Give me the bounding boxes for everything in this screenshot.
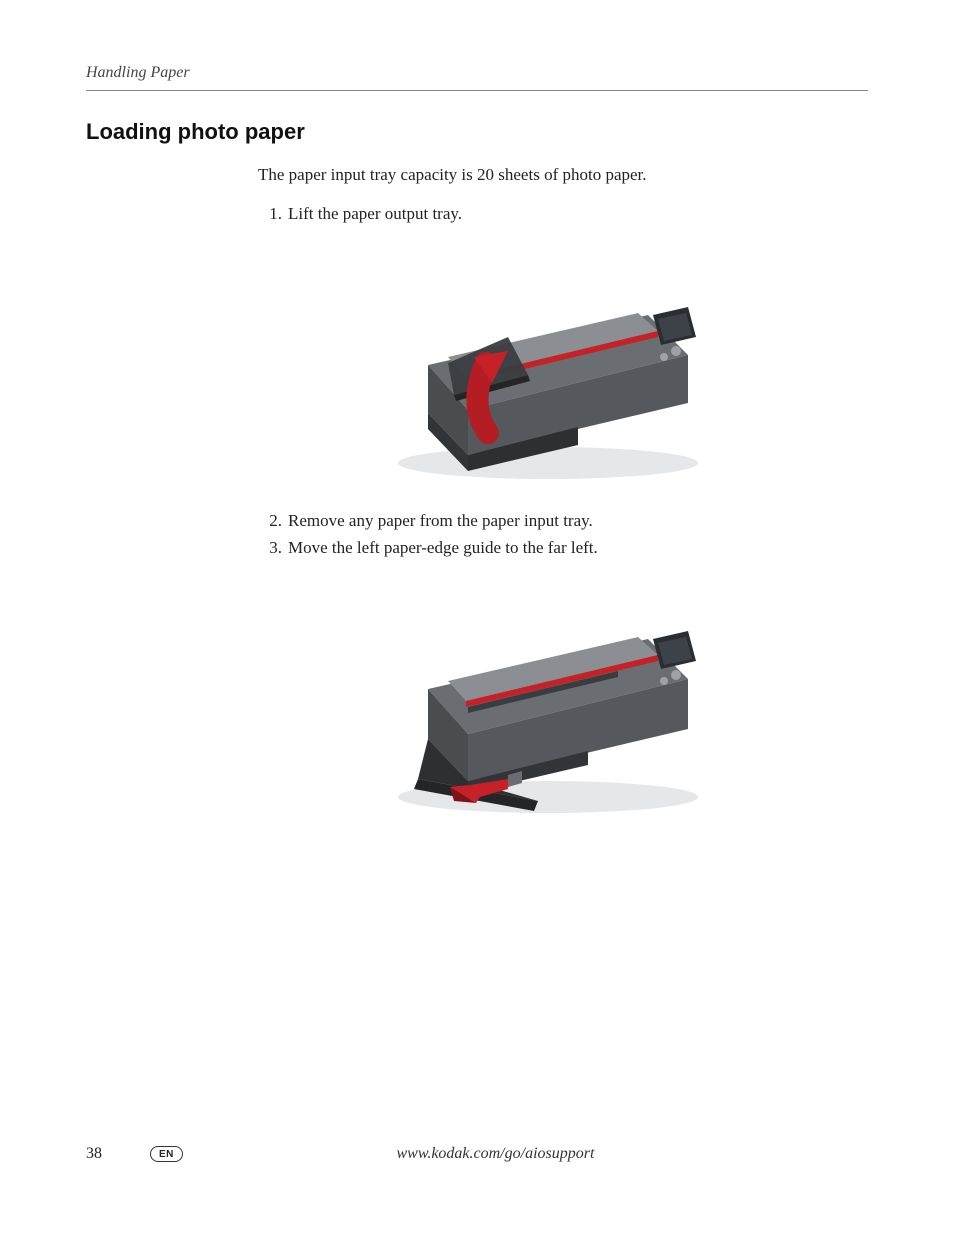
figure-2 [258, 579, 818, 819]
header-rule [86, 90, 868, 91]
step-text: Move the left paper-edge guide to the fa… [288, 534, 818, 561]
intro-paragraph: The paper input tray capacity is 20 shee… [258, 163, 818, 188]
page-number: 38 [86, 1145, 146, 1163]
step-number: 3. [258, 534, 282, 561]
page: Handling Paper Loading photo paper The p… [0, 0, 954, 1235]
step-number: 2. [258, 507, 282, 534]
step-text: Remove any paper from the paper input tr… [288, 507, 818, 534]
language-badge: EN [150, 1146, 183, 1162]
step-text: Lift the paper output tray. [288, 200, 818, 227]
step-number: 1. [258, 200, 282, 227]
page-footer: 38 EN www.kodak.com/go/aiosupport [86, 1145, 868, 1163]
footer-url: www.kodak.com/go/aiosupport [183, 1145, 808, 1163]
section-title: Loading photo paper [86, 119, 868, 145]
printer-lift-tray-illustration [358, 245, 718, 485]
step-list-continued: 2. Remove any paper from the paper input… [258, 507, 818, 561]
figure-1 [258, 245, 818, 485]
step-list: 1. Lift the paper output tray. [258, 200, 818, 227]
step-item: 2. Remove any paper from the paper input… [258, 507, 818, 534]
printer-move-guide-illustration [358, 579, 718, 819]
step-item: 1. Lift the paper output tray. [258, 200, 818, 227]
body-content: The paper input tray capacity is 20 shee… [258, 163, 818, 819]
running-head: Handling Paper [86, 64, 868, 82]
step-item: 3. Move the left paper-edge guide to the… [258, 534, 818, 561]
